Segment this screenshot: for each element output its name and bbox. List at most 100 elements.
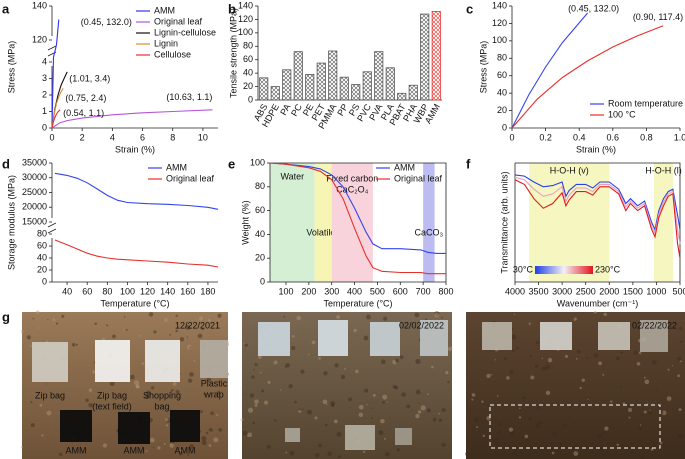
soil-texture xyxy=(490,373,493,376)
soil-texture xyxy=(307,409,312,415)
soil-texture xyxy=(135,384,140,389)
soil-texture xyxy=(185,324,191,330)
legend-label: 100 °C xyxy=(608,109,636,119)
soil-texture xyxy=(636,361,641,366)
x-tick-label: 3500 xyxy=(529,286,549,296)
soil-texture xyxy=(473,417,479,423)
bar xyxy=(293,51,303,101)
soil-texture xyxy=(285,362,290,368)
soil-texture xyxy=(187,378,193,383)
soil-texture xyxy=(382,401,385,404)
soil-texture xyxy=(677,374,680,378)
y-tick-label: 120 xyxy=(32,34,47,44)
sample-label: AMM xyxy=(66,445,87,455)
data-line xyxy=(51,109,61,129)
soil-texture xyxy=(528,417,532,421)
sample-sheet xyxy=(145,340,180,382)
soil-texture xyxy=(528,322,531,325)
soil-texture xyxy=(169,443,175,448)
soil-texture xyxy=(378,430,384,436)
soil-texture xyxy=(415,389,421,395)
soil-texture xyxy=(655,389,658,391)
soil-texture xyxy=(323,371,328,376)
y-tick-label: 80 xyxy=(497,53,507,63)
soil-texture xyxy=(524,434,529,439)
x-axis-title: Temperature (°C) xyxy=(323,298,392,308)
colorbar xyxy=(535,266,593,274)
soil-texture xyxy=(497,431,501,434)
soil-texture xyxy=(642,414,645,417)
soil-texture xyxy=(610,400,613,403)
soil-texture xyxy=(340,374,346,380)
soil-texture xyxy=(593,310,597,314)
soil-texture xyxy=(541,366,546,371)
soil-texture xyxy=(218,427,223,432)
soil-texture xyxy=(47,319,49,321)
soil-texture xyxy=(208,427,213,432)
legend-label: Lignin-cellulose xyxy=(154,27,216,37)
soil-texture xyxy=(208,444,212,447)
soil-texture xyxy=(267,380,271,384)
soil-texture xyxy=(627,405,631,408)
soil-texture xyxy=(545,390,551,395)
y-tick-label: 100 xyxy=(492,35,507,45)
x-tick-label: 160 xyxy=(180,286,195,296)
soil-texture xyxy=(207,318,211,322)
soil-texture xyxy=(400,393,403,396)
x-tick-label: 1500 xyxy=(623,286,643,296)
soil-texture xyxy=(512,349,515,353)
end-value-label: (0.54, 1.1) xyxy=(63,108,104,118)
soil-texture xyxy=(336,315,341,319)
bar xyxy=(259,77,269,101)
soil-texture xyxy=(562,422,567,428)
soil-texture xyxy=(266,444,271,449)
soil-texture xyxy=(638,351,642,355)
y-tick-label: 80 xyxy=(37,228,47,238)
sample-label: Shopping xyxy=(143,390,181,400)
soil-texture xyxy=(152,446,154,449)
x-axis-title: Wavenumber (cm⁻¹) xyxy=(557,298,638,308)
soil-texture xyxy=(633,350,639,355)
soil-texture xyxy=(496,443,500,447)
soil-texture xyxy=(471,393,476,397)
x-tick-label: 6 xyxy=(140,132,145,142)
soil-texture xyxy=(273,419,277,422)
soil-texture xyxy=(302,408,304,411)
soil-texture xyxy=(261,389,265,393)
soil-texture xyxy=(251,375,255,379)
soil-texture xyxy=(530,375,535,380)
soil-texture xyxy=(291,334,295,338)
bar xyxy=(408,84,418,101)
soil-texture xyxy=(247,432,253,438)
soil-texture xyxy=(386,401,388,403)
data-line xyxy=(51,19,60,129)
sample-sheet xyxy=(118,412,150,444)
soil-texture xyxy=(573,319,576,321)
sample-sheet xyxy=(420,320,448,356)
soil-texture xyxy=(299,408,302,411)
soil-texture xyxy=(593,352,599,358)
soil-texture xyxy=(547,357,553,363)
soil-texture xyxy=(112,334,116,339)
soil-texture xyxy=(32,317,35,320)
soil-texture xyxy=(198,316,204,321)
soil-texture xyxy=(515,346,519,350)
soil-texture xyxy=(620,426,623,428)
soil-texture xyxy=(426,408,431,413)
y-tick-label: 2 xyxy=(42,89,47,99)
soil-texture xyxy=(671,364,674,367)
soil-texture xyxy=(30,401,33,404)
soil-texture xyxy=(494,359,496,361)
soil-texture xyxy=(331,403,335,407)
soil-texture xyxy=(649,409,651,411)
soil-texture xyxy=(522,396,526,400)
soil-texture xyxy=(300,369,305,374)
y-tick-label: 120 xyxy=(492,18,507,28)
soil-texture xyxy=(440,316,443,319)
soil-texture xyxy=(417,410,422,414)
y-tick-label: 40 xyxy=(255,229,265,239)
y-tick-label: 1 xyxy=(42,106,47,116)
soil-texture xyxy=(569,405,573,409)
bar xyxy=(328,50,338,101)
soil-texture xyxy=(427,393,429,396)
